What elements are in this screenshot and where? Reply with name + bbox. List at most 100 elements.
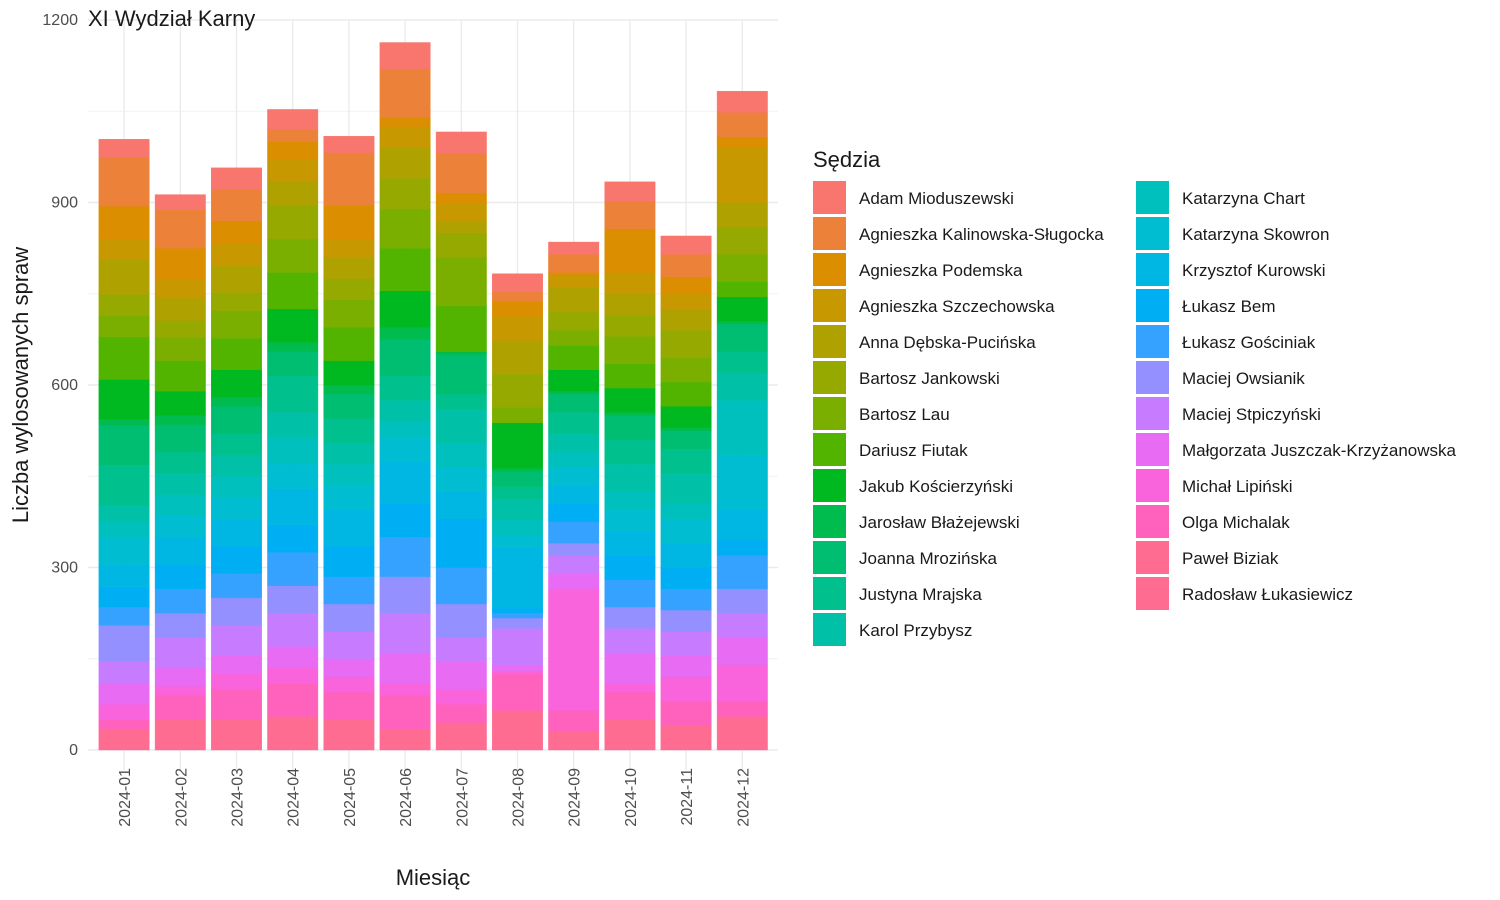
bar-segment	[604, 692, 656, 720]
bar-segment	[379, 436, 431, 462]
bar-segment	[211, 476, 262, 498]
bar-segment	[435, 466, 487, 492]
legend-key	[813, 613, 846, 646]
bar-segment	[211, 673, 262, 690]
bar-segment	[604, 314, 656, 337]
bar-segment	[323, 576, 375, 605]
legend-title: Sędzia	[813, 147, 881, 172]
bar-segment	[716, 539, 768, 556]
bar-segment	[716, 454, 768, 510]
bar-segment	[154, 451, 206, 474]
bar-segment	[660, 276, 712, 294]
legend-label: Katarzyna Skowron	[1182, 225, 1329, 244]
bar-segment	[154, 494, 206, 516]
bar-segment	[660, 357, 712, 383]
bar-segment	[716, 281, 768, 297]
bar-segment	[660, 235, 712, 255]
bar-segment	[323, 135, 375, 153]
bar-segment	[98, 625, 150, 662]
bar-segment	[154, 473, 206, 495]
bar-segment	[211, 220, 262, 245]
bar-segment	[211, 597, 262, 626]
bar-segment	[211, 292, 262, 311]
bar-segment	[267, 463, 319, 489]
bar-segment	[323, 485, 375, 510]
bar-segment	[154, 536, 206, 565]
bar-segment	[154, 719, 206, 748]
bar-segment	[492, 407, 543, 423]
bar-segment	[211, 243, 262, 266]
y-axis-title: Liczba wylosowanych spraw	[8, 247, 33, 523]
chart-title: XI Wydział Karny	[88, 6, 255, 31]
bar-segment	[154, 320, 206, 338]
bar-segment	[435, 518, 487, 568]
bar-segment	[604, 579, 656, 608]
bar-segment	[435, 661, 487, 690]
bar-segment	[379, 42, 431, 69]
bar-segment	[267, 552, 319, 586]
bar-segment	[604, 555, 656, 580]
legend-key	[1136, 289, 1169, 322]
legend-label: Maciej Stpiczyński	[1182, 405, 1321, 424]
legend-key	[813, 541, 846, 574]
bar-segment	[323, 327, 375, 361]
bar-segment	[660, 725, 712, 748]
y-tick-label: 1200	[42, 12, 78, 29]
bar-segment	[379, 147, 431, 179]
bar-segment	[548, 433, 600, 453]
bar-segment	[548, 390, 600, 395]
bar-segment	[211, 167, 262, 190]
bar-segment	[435, 704, 487, 723]
bar-segment	[716, 701, 768, 717]
x-axis-title: Miesiąc	[396, 865, 471, 890]
bar-segment	[716, 226, 768, 255]
bar-segment	[716, 716, 768, 748]
bar-segment	[98, 239, 150, 260]
bar-segment	[548, 369, 600, 392]
bar-segment	[379, 126, 431, 148]
bar-segment	[492, 373, 543, 408]
bar-segment	[323, 257, 375, 279]
bar-segment	[492, 316, 543, 341]
legend-label: Łukasz Bem	[1182, 297, 1276, 316]
bar-segment	[379, 536, 431, 577]
bar-segment	[716, 637, 768, 666]
bar-segment	[604, 530, 656, 556]
bar-segment	[604, 491, 656, 510]
bar-segment	[98, 139, 150, 158]
y-tick-label: 600	[51, 377, 78, 394]
bar-segment	[267, 159, 319, 182]
bar-segment	[660, 254, 712, 277]
bar-segment	[548, 503, 600, 523]
bar-segment	[435, 153, 487, 193]
legend-key	[1136, 181, 1169, 214]
bar-segment	[379, 208, 431, 249]
bar-segment	[548, 254, 600, 273]
bar-segment	[660, 381, 712, 407]
x-tick-label: 2024-02	[173, 768, 190, 827]
bar-segment	[211, 406, 262, 434]
bar-segment	[154, 564, 206, 589]
bar-segment	[379, 247, 431, 291]
bar-segment	[323, 658, 375, 678]
bar-segment	[154, 637, 206, 669]
legend-label: Michał Lipiński	[1182, 477, 1293, 496]
bar-segment	[154, 297, 206, 321]
bar-segment	[98, 424, 150, 465]
bar-segment	[548, 393, 600, 413]
legend-label: Anna Dębska-Pucińska	[859, 333, 1036, 352]
bar-segment	[267, 746, 319, 751]
bar-segment	[660, 609, 712, 632]
bar-segment	[660, 330, 712, 358]
bar-segment	[716, 90, 768, 113]
bar-segment	[154, 194, 206, 210]
bar-segment	[492, 291, 543, 302]
bar-segment	[323, 719, 375, 748]
y-tick-label: 300	[51, 560, 78, 577]
bar-segment	[267, 205, 319, 240]
legend-key	[1136, 541, 1169, 574]
bar-segment	[267, 129, 319, 142]
bar-segment	[211, 573, 262, 599]
bar-segment	[716, 202, 768, 228]
bar-segment	[435, 354, 487, 395]
